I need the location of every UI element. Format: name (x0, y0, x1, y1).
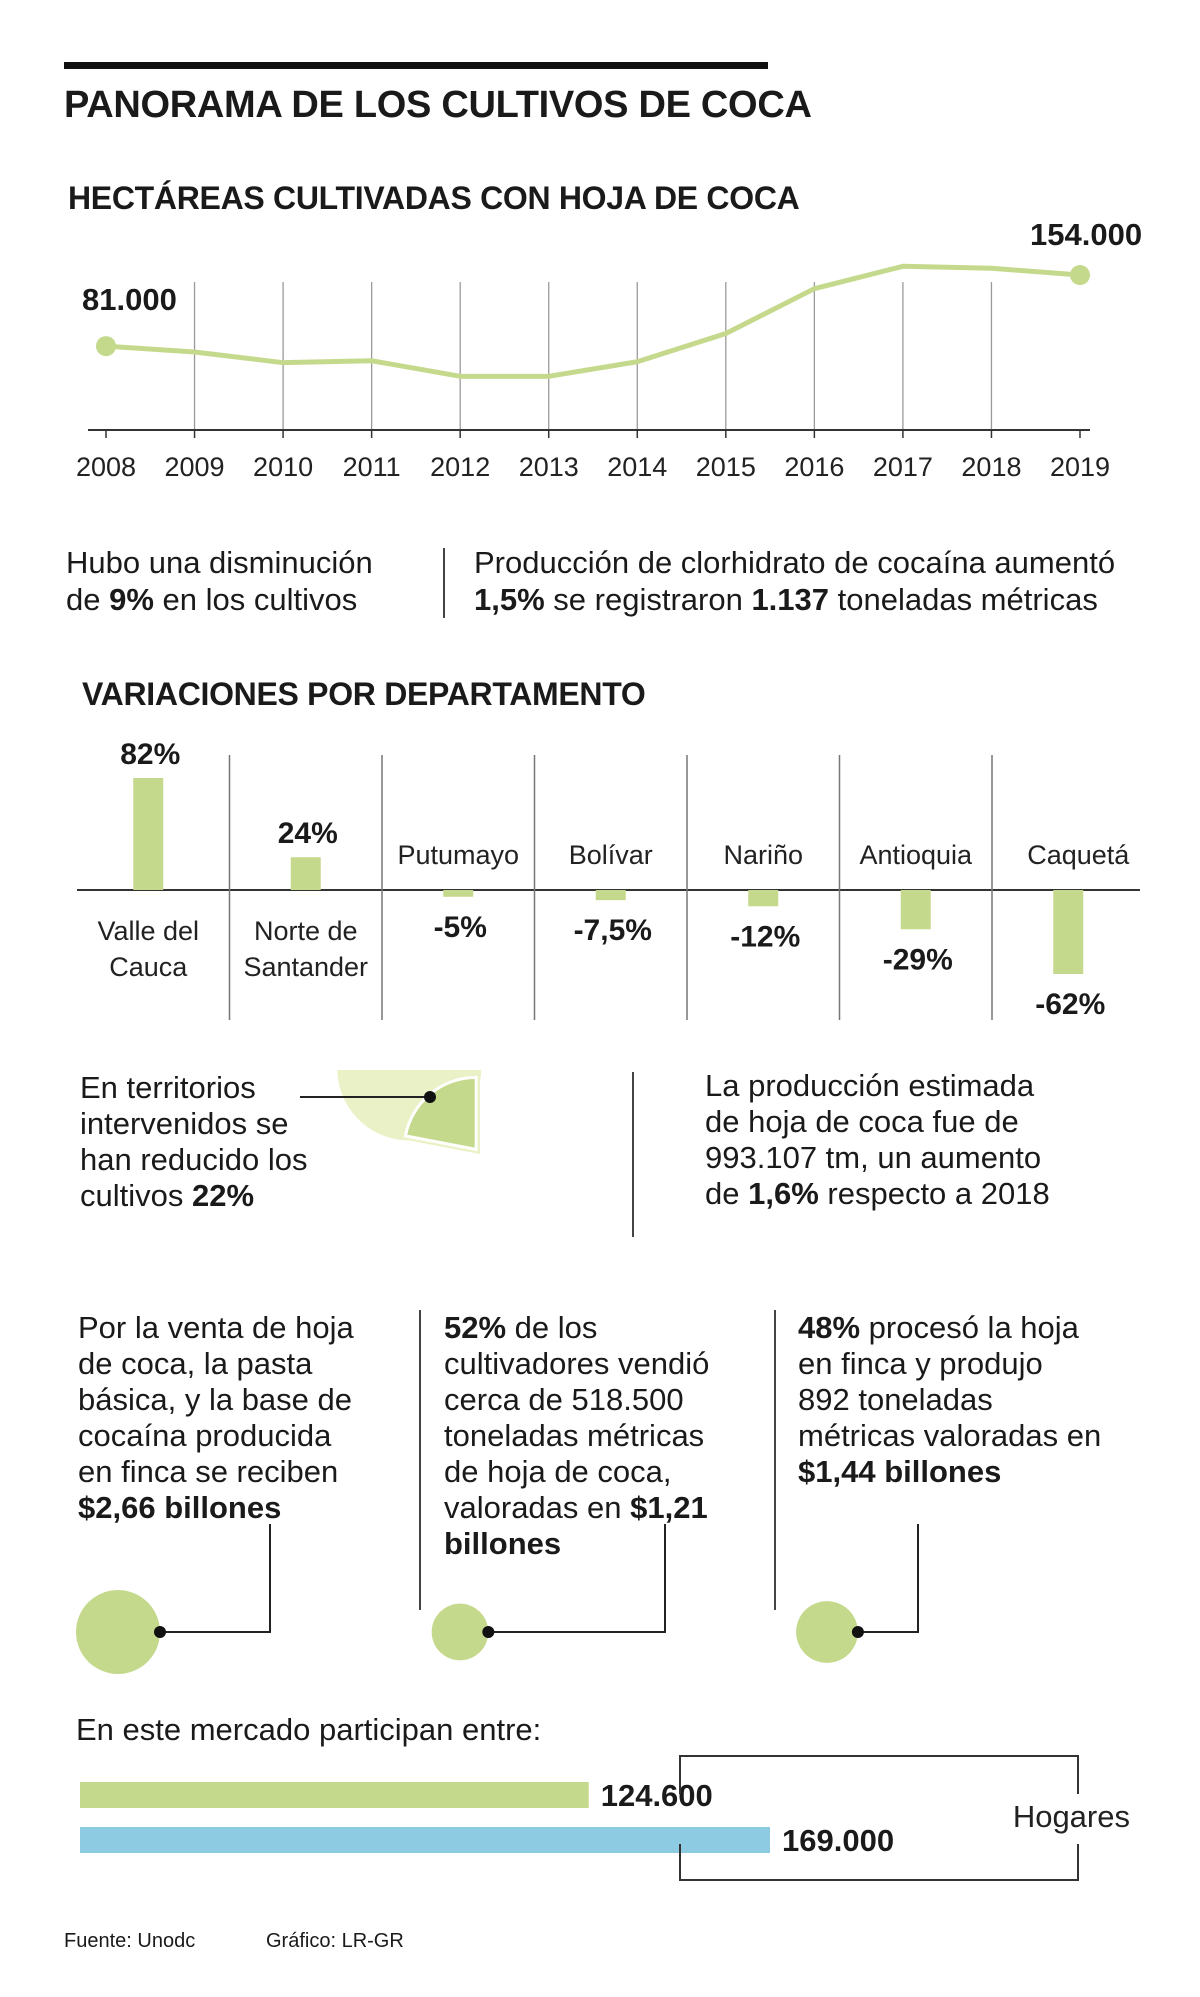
category-label-6: Caquetá (1027, 840, 1130, 870)
divider (632, 1072, 634, 1237)
value-label-5: -29% (883, 943, 953, 976)
x-tick-label: 2019 (1050, 452, 1110, 482)
series-line (105, 263, 1081, 379)
territories-text: En territorios intervenidos se han reduc… (80, 1070, 308, 1213)
fact-production: Producción de clorhidrato de cocaína aum… (474, 545, 1116, 617)
bubble-dot-2 (851, 1626, 864, 1638)
bar-4 (748, 890, 779, 907)
top-rule (64, 62, 768, 69)
value-label-0: 82% (120, 738, 180, 771)
bar-1 (290, 857, 321, 890)
participant-value-1: 169.000 (782, 1823, 894, 1858)
x-tick-label: 2009 (165, 452, 225, 482)
bracket-bottom (679, 1844, 1079, 1881)
bar-2 (443, 890, 474, 897)
participants-chart: 124.600 169.000 Hogares (80, 1755, 1130, 1881)
category-label-0: Cauca (109, 952, 188, 982)
page-title: PANORAMA DE LOS CULTIVOS DE COCA (64, 84, 812, 126)
fact-decrease: Hubo una disminución de 9% en los cultiv… (66, 545, 373, 617)
participant-value-0: 124.600 (601, 1778, 713, 1813)
value-label-4: -12% (730, 920, 800, 953)
category-label-2: Putumayo (397, 840, 519, 870)
value-bubble-0 (76, 1590, 160, 1674)
leader-dot (424, 1091, 436, 1103)
x-tick-label: 2012 (430, 452, 490, 482)
bubble-dot-0 (154, 1626, 166, 1638)
data-label-first: 81.000 (82, 282, 177, 317)
divider (419, 1310, 421, 1610)
x-tick-label: 2017 (873, 452, 933, 482)
divider (443, 548, 445, 618)
category-label-3: Bolívar (569, 840, 653, 870)
participant-bar-0 (80, 1782, 589, 1808)
value-bubble-1 (431, 1603, 489, 1661)
category-label-0: Valle del (97, 916, 199, 946)
bar-0 (133, 778, 164, 890)
x-tick-label: 2015 (696, 452, 756, 482)
data-point-end (1070, 265, 1090, 286)
value-bubbles (76, 1524, 919, 1674)
value-label-2: -5% (434, 911, 487, 944)
bar-5 (900, 890, 931, 930)
bracket-top (679, 1755, 1079, 1794)
x-tick-label: 2016 (784, 452, 844, 482)
group-label: Hogares (1013, 1799, 1130, 1834)
source-note: Fuente: Unodc (64, 1930, 196, 1952)
participant-bar-1 (80, 1827, 770, 1853)
production-text: La producción estimada de hoja de coca f… (705, 1068, 1050, 1211)
x-tick-label: 2018 (961, 452, 1021, 482)
x-tick-label: 2008 (76, 452, 136, 482)
bubble-leader-2 (857, 1524, 919, 1633)
x-tick-label: 2013 (519, 452, 579, 482)
sales-col3: 48% procesó la hoja en finca y produjo 8… (798, 1310, 1102, 1489)
line-chart: 2008 2009 2010 2011 2012 2013 2014 2015 2016 2017… (76, 220, 1142, 482)
x-tick-label: 2011 (343, 452, 401, 482)
sales-col1: Por la venta de hoja de coca, la pasta b… (78, 1310, 354, 1525)
data-point-start (96, 336, 116, 357)
market-title: En este mercado participan entre: (76, 1712, 542, 1747)
sales-col2: 52% de los cultivadores vendió cerca de … (444, 1310, 710, 1561)
bar-chart: 82% Valle del Cauca 24% Norte de Santander -5%… (77, 738, 1140, 1021)
bar-3 (595, 890, 626, 901)
bar-chart-title: VARIACIONES POR DEPARTAMENTO (82, 676, 646, 712)
data-label-last: 154.000 (1030, 220, 1142, 252)
bar-6 (1053, 890, 1084, 974)
bubble-leader-0 (160, 1524, 271, 1633)
category-label-4: Nariño (723, 840, 803, 870)
graphic-credit: Gráfico: LR-GR (266, 1930, 404, 1952)
divider (774, 1310, 776, 1610)
bubble-dot-1 (482, 1626, 495, 1638)
x-tick-label: 2010 (253, 452, 313, 482)
value-label-1: 24% (278, 817, 338, 850)
value-label-6: -62% (1035, 988, 1105, 1021)
category-label-5: Antioquia (859, 840, 973, 870)
pie-chart (300, 1070, 482, 1154)
x-tick-label: 2014 (607, 452, 667, 482)
value-label-3: -7,5% (574, 914, 652, 947)
category-label-1: Santander (243, 952, 368, 982)
line-chart-title: HECTÁREAS CULTIVADAS CON HOJA DE COCA (68, 180, 800, 216)
category-label-1: Norte de (254, 916, 358, 946)
value-bubble-2 (796, 1601, 858, 1663)
bubble-leader-1 (488, 1524, 666, 1633)
